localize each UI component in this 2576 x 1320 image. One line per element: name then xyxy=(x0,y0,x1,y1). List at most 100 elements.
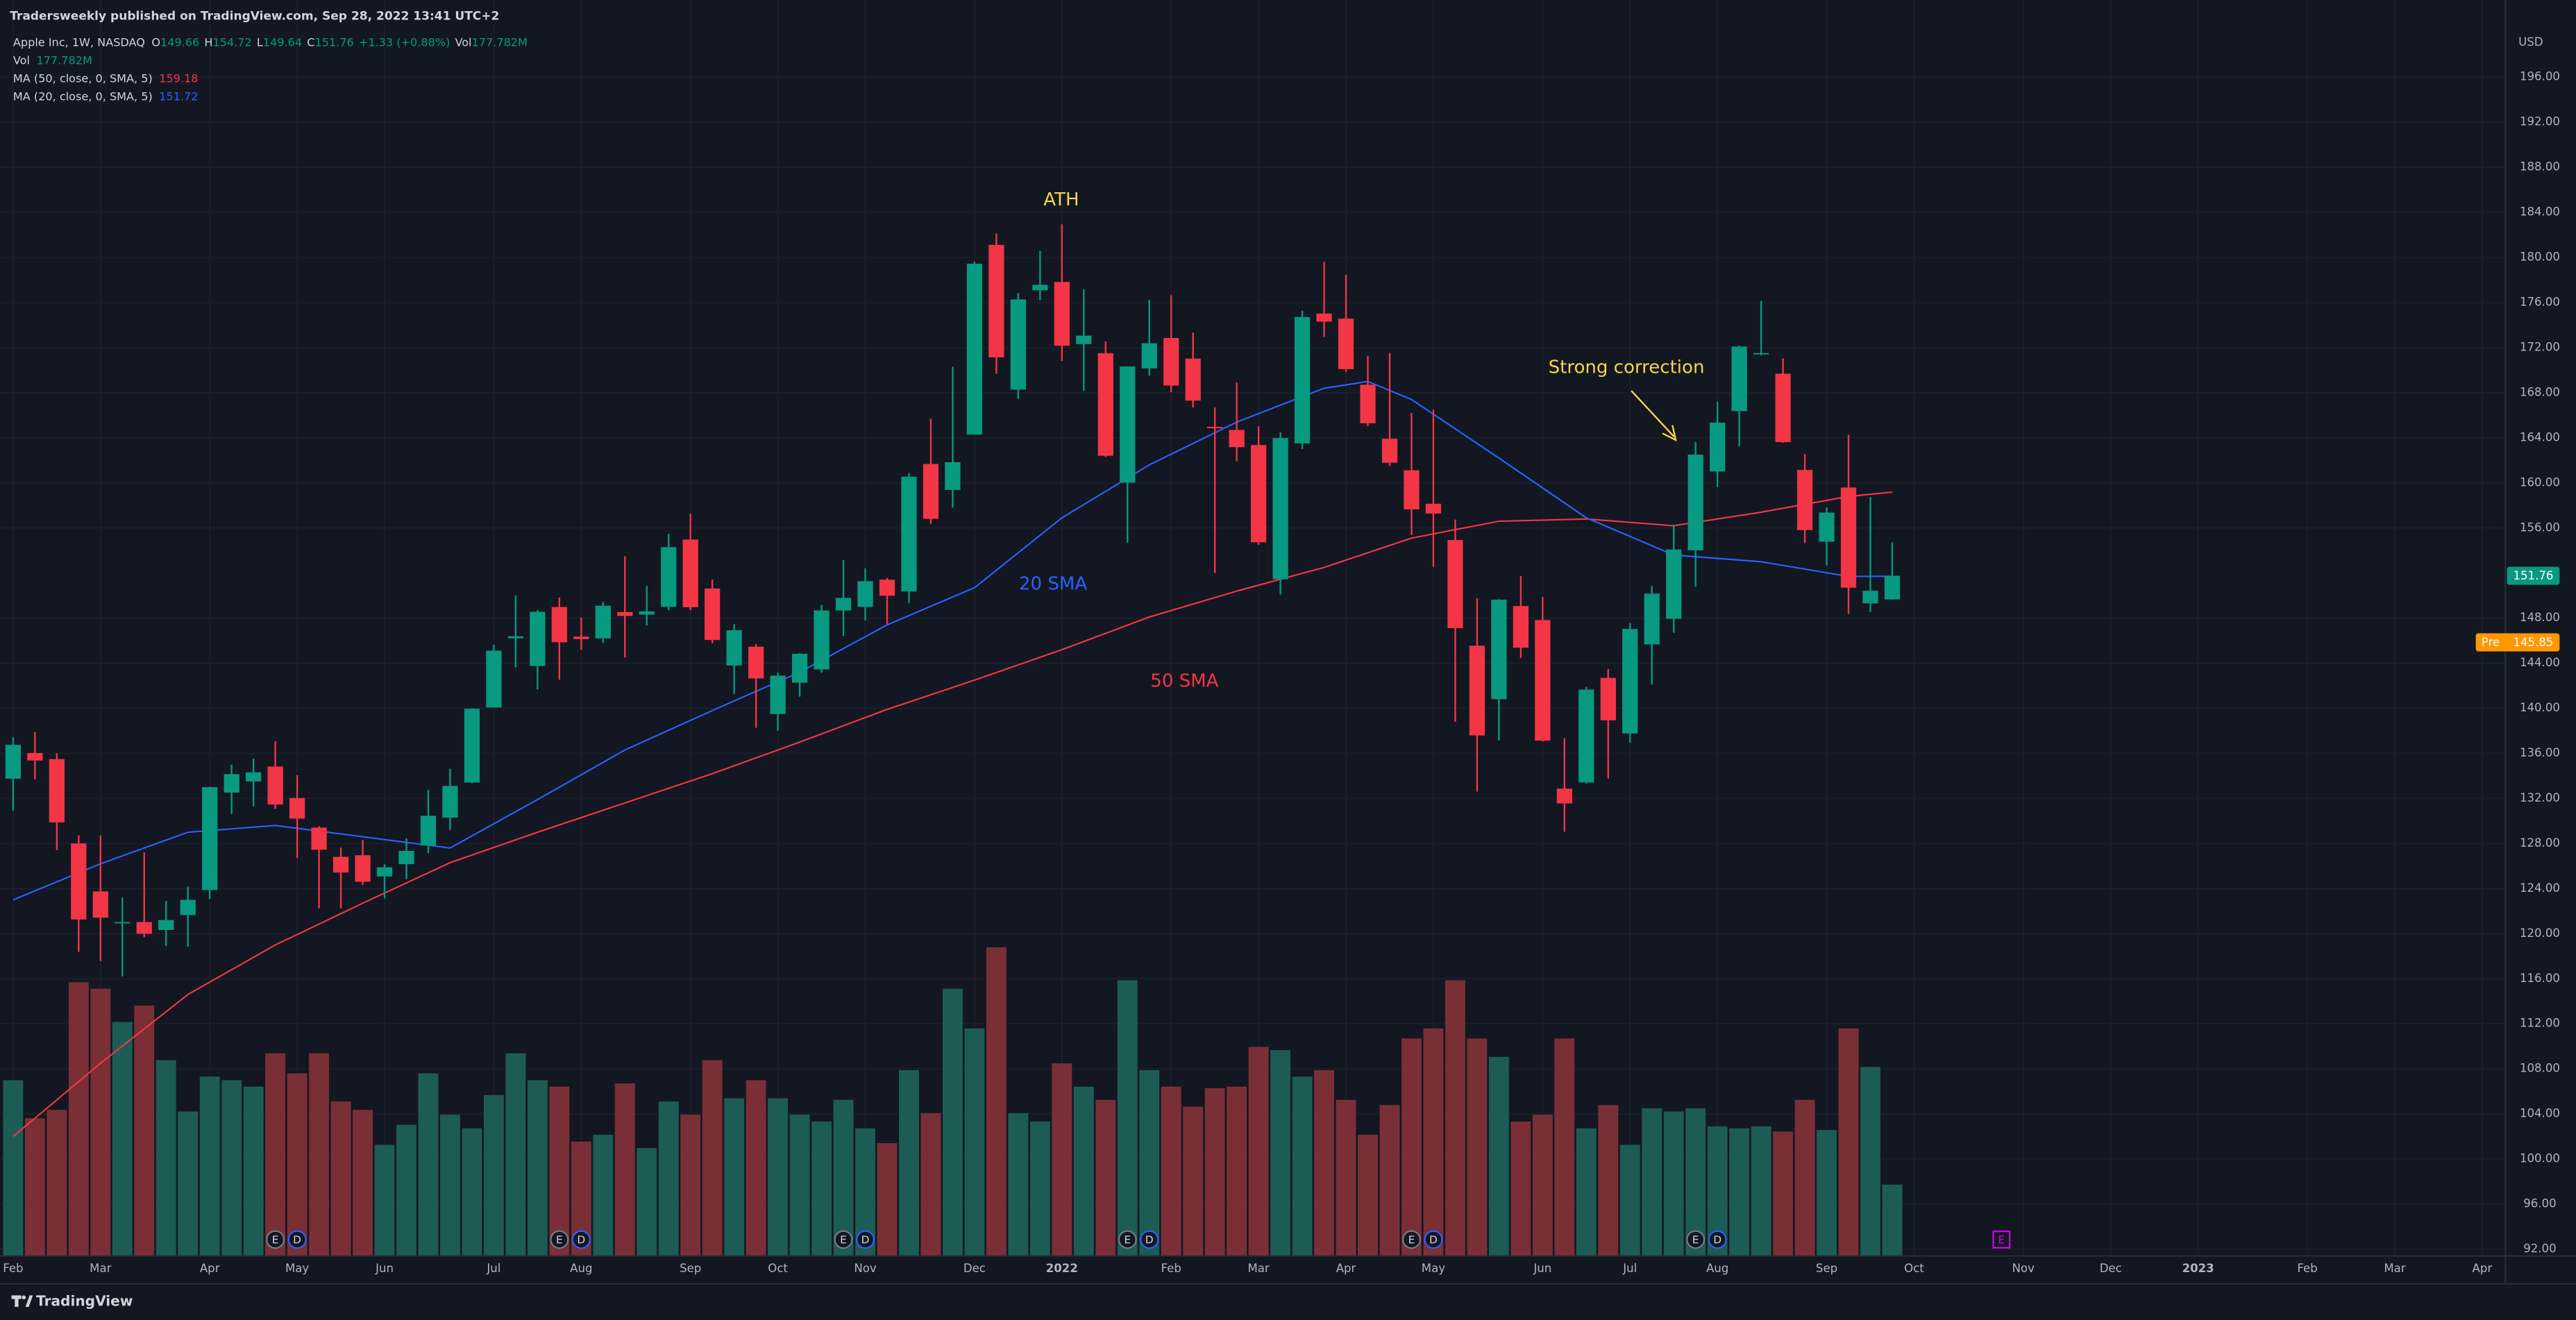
candle-body xyxy=(1447,540,1463,629)
volume-bar xyxy=(1488,1056,1509,1256)
volume-bar xyxy=(877,1143,898,1256)
candle xyxy=(1120,366,1136,543)
volume-bar xyxy=(1270,1050,1291,1256)
volume-bar xyxy=(221,1080,242,1256)
candle-body xyxy=(857,581,873,607)
volume-bar xyxy=(1095,1099,1116,1256)
candle-body xyxy=(1207,426,1223,429)
candle xyxy=(1076,289,1092,391)
candle-body xyxy=(1294,316,1311,443)
candle xyxy=(1535,597,1551,742)
candle xyxy=(1469,598,1485,792)
x-tick-label: Dec xyxy=(963,1262,986,1275)
y-tick-label: 164.00 xyxy=(2520,430,2560,443)
event-label: D xyxy=(577,1234,585,1246)
candle-body xyxy=(1250,445,1267,543)
candle xyxy=(1097,341,1113,457)
candle xyxy=(1163,295,1179,393)
legend-value: 177.782M xyxy=(472,35,528,49)
event-label: E xyxy=(1998,1234,2005,1246)
volume-bar xyxy=(1751,1126,1771,1256)
candle-body xyxy=(224,774,239,793)
x-tick-label: Sep xyxy=(1816,1262,1837,1275)
brand-logo xyxy=(11,1295,33,1308)
legend-ma-name: MA (20, close, 0, SMA, 5) xyxy=(13,90,153,103)
candle xyxy=(1753,301,1769,356)
legend-key: C xyxy=(307,35,314,49)
candle-body xyxy=(639,611,655,615)
candle xyxy=(530,609,546,690)
candle-body xyxy=(311,827,327,850)
volume-bar xyxy=(658,1101,679,1256)
brand: TradingView xyxy=(36,1292,133,1309)
x-tick-label: Apr xyxy=(1336,1262,1356,1275)
event-label: E xyxy=(272,1234,279,1246)
annotation: 50 SMA xyxy=(1150,670,1218,691)
y-tick-label: 96.00 xyxy=(2523,1197,2556,1210)
candle-body xyxy=(1753,353,1769,355)
candle xyxy=(966,262,983,435)
candle-body xyxy=(617,611,633,616)
event-marker xyxy=(856,1230,875,1249)
volume-bar xyxy=(1467,1038,1488,1256)
volume-bar xyxy=(483,1094,504,1256)
candle xyxy=(1687,441,1703,587)
candle-body xyxy=(661,547,677,607)
candle xyxy=(573,618,589,650)
volume-bar xyxy=(593,1135,614,1256)
candle-body xyxy=(1097,353,1113,456)
candle xyxy=(814,604,830,673)
y-tick-label: 180.00 xyxy=(2520,251,2560,264)
volume-bar xyxy=(462,1128,482,1256)
candle xyxy=(857,568,873,620)
candle xyxy=(71,835,87,952)
event-marker xyxy=(1708,1230,1727,1249)
candle-body xyxy=(1010,299,1026,390)
candle xyxy=(1010,293,1026,399)
candle-body xyxy=(726,630,742,666)
volume-bar xyxy=(199,1076,220,1256)
legend-key: Vol xyxy=(13,53,30,67)
candle-body xyxy=(1796,470,1813,530)
x-tick-label: Jul xyxy=(1622,1262,1637,1275)
candle xyxy=(705,579,721,644)
candle-body xyxy=(1141,343,1157,369)
candle-body xyxy=(1600,677,1616,720)
candle-body xyxy=(1535,620,1551,741)
x-tick-label: Apr xyxy=(200,1262,220,1275)
y-tick-label: 108.00 xyxy=(2520,1062,2560,1075)
legend-value: 151.76 xyxy=(314,35,353,49)
candle xyxy=(5,737,22,811)
volume-bar xyxy=(724,1098,745,1256)
event-marker xyxy=(1140,1230,1159,1249)
event-marker xyxy=(1118,1230,1137,1249)
volume-bar xyxy=(418,1073,439,1256)
logo-part xyxy=(15,1295,19,1308)
volume-bar xyxy=(396,1124,416,1256)
volume-pane xyxy=(3,947,1903,1256)
candle-body xyxy=(507,636,523,638)
volume-bar xyxy=(112,1022,133,1256)
volume-bar xyxy=(920,1112,941,1256)
x-tick-label: Apr xyxy=(2473,1262,2493,1275)
legend-key: O xyxy=(151,35,160,49)
candle xyxy=(267,741,283,809)
volume-bar xyxy=(1576,1128,1597,1256)
candle-body xyxy=(1054,282,1070,346)
grid xyxy=(0,0,2505,1256)
volume-bar xyxy=(1314,1069,1334,1256)
candle xyxy=(1250,426,1267,545)
x-tick-label: Jun xyxy=(375,1262,394,1275)
candle-body xyxy=(682,539,698,607)
candle-body xyxy=(398,850,414,865)
volume-bar xyxy=(986,947,1007,1256)
y-tick-label: 112.00 xyxy=(2520,1017,2560,1030)
event-marker xyxy=(834,1230,853,1249)
last-price-label: 151.76 xyxy=(2514,569,2554,582)
candle-body xyxy=(879,579,895,596)
legend-ma-value: 151.72 xyxy=(159,90,198,103)
candle xyxy=(398,838,414,879)
candle xyxy=(1731,346,1747,447)
volume-bar xyxy=(1423,1028,1444,1256)
